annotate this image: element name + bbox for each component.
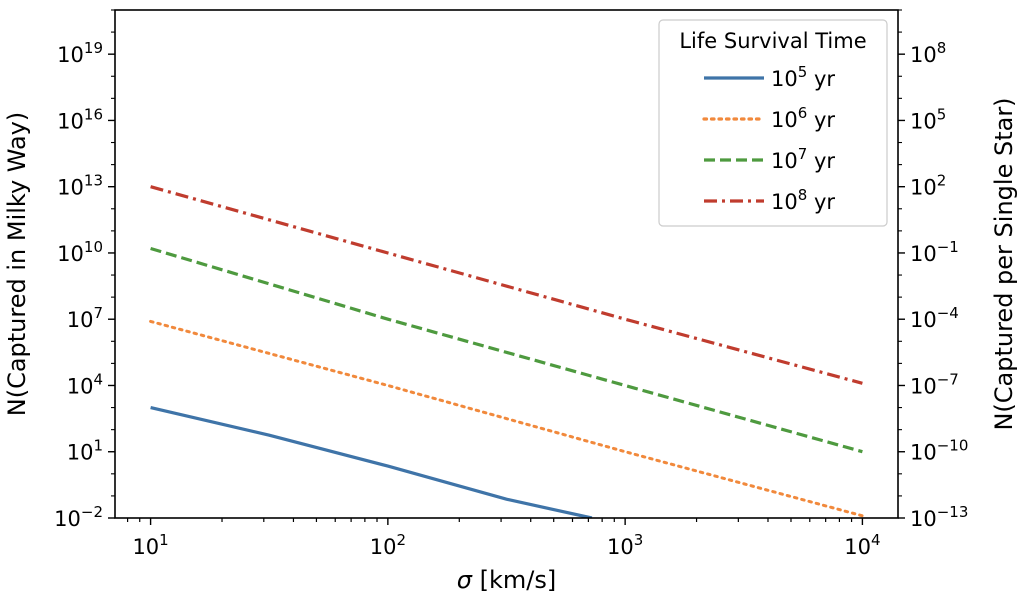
x-tick-label-exponent: 1 <box>159 531 169 549</box>
legend-label-2: 107 yr <box>771 145 835 173</box>
y-tick-label: 1013 <box>57 172 103 200</box>
y-axis-label: N(Captured in Milky Way) <box>3 112 31 417</box>
legend-label-exponent: 8 <box>798 186 808 204</box>
y-tick-label-base: 10 <box>54 507 81 531</box>
y-right-tick-label: 105 <box>910 105 946 133</box>
y-tick-label: 107 <box>67 304 103 332</box>
y-right-tick-label-exponent: −4 <box>937 304 959 322</box>
y-right-tick-label-exponent: −13 <box>937 503 969 521</box>
y-tick-label: 104 <box>67 370 103 398</box>
x-axis-label-symbol: σ <box>457 566 473 594</box>
series-line-1 <box>149 319 864 518</box>
axis-ticks: 101 102 103 10410−2101104107101010131016101… <box>54 9 968 559</box>
y-right-tick-label-base: 10 <box>910 507 937 531</box>
y-tick-label-base: 10 <box>67 308 94 332</box>
y-tick-label-exponent: −2 <box>81 503 103 521</box>
y-right-tick-label-exponent: 5 <box>937 105 947 123</box>
legend-label-exponent: 5 <box>798 63 808 81</box>
legend-label-1: 106 yr <box>771 104 835 132</box>
series-line-3 <box>150 185 863 385</box>
legend-label-unit: yr <box>807 149 835 173</box>
y-tick-label-base: 10 <box>57 176 84 200</box>
y-tick-label-exponent: 4 <box>93 370 103 388</box>
y-right-tick-label: 10−7 <box>910 370 959 398</box>
legend-label-0: 105 yr <box>771 63 835 91</box>
series-lines <box>149 185 864 518</box>
legend-title: Life Survival Time <box>679 29 866 53</box>
legend-label-base: 10 <box>771 67 798 91</box>
y-right-tick-label: 102 <box>910 172 946 200</box>
y-tick-label-base: 10 <box>57 109 84 133</box>
legend-label-exponent: 6 <box>798 104 808 122</box>
y-right-tick-label-base: 10 <box>910 242 937 266</box>
y-right-tick-label-base: 10 <box>910 109 937 133</box>
y-right-tick-label-exponent: 2 <box>937 172 947 190</box>
y-right-tick-label-base: 10 <box>910 441 937 465</box>
x-tick-label-base: 10 <box>370 535 397 559</box>
y-right-tick-label: 10−1 <box>910 238 959 266</box>
y-right-tick-label: 10−4 <box>910 304 959 332</box>
y-tick-label-base: 10 <box>67 441 94 465</box>
series-line-2 <box>150 246 863 454</box>
y-tick-label-exponent: 16 <box>84 105 103 123</box>
legend-label-unit: yr <box>807 108 835 132</box>
y-right-tick-label: 10−13 <box>910 503 968 531</box>
legend-label-unit: yr <box>807 190 835 214</box>
y-right-tick-label-base: 10 <box>910 176 937 200</box>
x-tick-label-exponent: 4 <box>871 531 881 549</box>
x-tick-label: 103 <box>607 531 643 559</box>
legend-box <box>658 19 888 227</box>
x-tick-label-exponent: 3 <box>634 531 644 549</box>
legend-label-base: 10 <box>771 190 798 214</box>
y-right-tick-label-exponent: 8 <box>937 39 947 57</box>
legend-label-unit: yr <box>807 67 835 91</box>
y-tick-label: 1016 <box>57 105 103 133</box>
y-right-tick-label-exponent: −10 <box>937 437 969 455</box>
legend-label-exponent: 7 <box>798 145 808 163</box>
y-axis-label-right: N(Captured per Single Star) <box>990 97 1018 430</box>
x-tick-label: 104 <box>844 531 880 559</box>
x-axis-label-unit: [km/s] <box>472 566 556 594</box>
y-tick-label: 1010 <box>57 238 103 266</box>
y-right-tick-label-exponent: −1 <box>937 238 959 256</box>
x-tick-label-exponent: 2 <box>396 531 406 549</box>
y-right-tick-label-base: 10 <box>910 374 937 398</box>
x-tick-label-base: 10 <box>132 535 159 559</box>
y-tick-label: 10−2 <box>54 503 103 531</box>
plot-frame <box>114 9 899 519</box>
series-line-0 <box>150 406 593 518</box>
y-right-tick-label-base: 10 <box>910 308 937 332</box>
y-tick-label-base: 10 <box>67 374 94 398</box>
x-tick-label: 102 <box>370 531 406 559</box>
y-right-tick-label-exponent: −7 <box>937 370 959 388</box>
x-tick-label: 101 <box>132 531 168 559</box>
x-tick-label-base: 10 <box>844 535 871 559</box>
x-tick-label-base: 10 <box>607 535 634 559</box>
y-right-tick-label-base: 10 <box>910 43 937 67</box>
y-tick-label-exponent: 13 <box>84 172 103 190</box>
legend-label-base: 10 <box>771 149 798 173</box>
y-tick-label-exponent: 10 <box>84 238 103 256</box>
y-right-tick-label: 108 <box>910 39 946 67</box>
y-tick-label: 101 <box>67 437 103 465</box>
legend-label-3: 108 yr <box>771 186 835 214</box>
y-tick-label: 1019 <box>57 39 103 67</box>
y-tick-label-exponent: 19 <box>84 39 103 57</box>
y-tick-label-exponent: 1 <box>93 437 103 455</box>
legend-label-base: 10 <box>771 108 798 132</box>
y-tick-label-base: 10 <box>57 43 84 67</box>
y-right-tick-label: 10−10 <box>910 437 968 465</box>
y-tick-label-exponent: 7 <box>93 304 103 322</box>
x-axis-label: σ [km/s] <box>457 566 556 594</box>
y-tick-label-base: 10 <box>57 242 84 266</box>
